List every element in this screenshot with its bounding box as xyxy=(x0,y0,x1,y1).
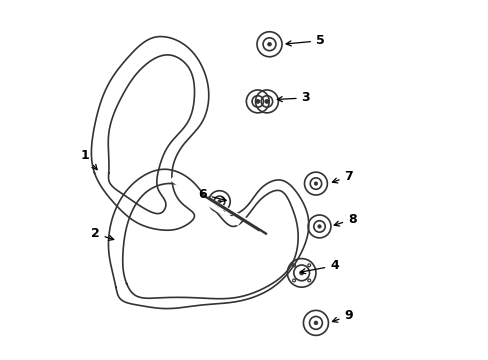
Text: 6: 6 xyxy=(198,188,226,202)
Circle shape xyxy=(218,200,221,203)
Circle shape xyxy=(299,271,303,275)
Text: 7: 7 xyxy=(332,170,352,183)
Circle shape xyxy=(264,100,268,103)
Text: 2: 2 xyxy=(91,227,114,240)
Circle shape xyxy=(256,100,259,103)
Text: 9: 9 xyxy=(332,309,352,322)
Circle shape xyxy=(267,42,271,46)
Circle shape xyxy=(314,182,317,185)
Text: 8: 8 xyxy=(333,213,356,226)
Circle shape xyxy=(313,321,317,325)
Circle shape xyxy=(317,225,321,228)
Text: 4: 4 xyxy=(300,259,338,274)
Text: 1: 1 xyxy=(80,149,97,170)
Text: 5: 5 xyxy=(285,34,324,47)
Text: 3: 3 xyxy=(277,91,310,104)
